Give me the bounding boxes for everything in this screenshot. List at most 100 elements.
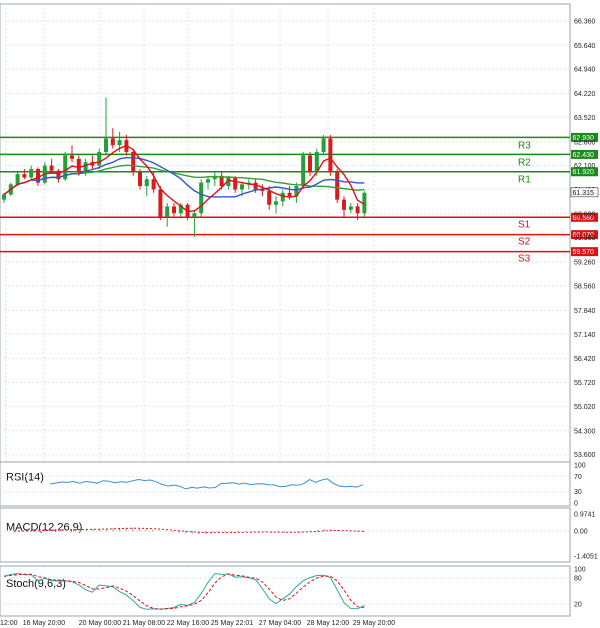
time-tick-label: 25 May 22:01 [211, 620, 254, 627]
price-tick-label: 60.680 [574, 211, 596, 218]
price-tick-label: 64.940 [574, 67, 596, 74]
candle-24 [165, 203, 170, 227]
candle-body [131, 152, 136, 173]
candle-body [172, 206, 176, 214]
candle-19 [131, 148, 136, 176]
candle-body [233, 177, 238, 190]
pane-tick-label: 0.9741 [574, 512, 596, 519]
pane-tick-label: 100 [574, 463, 586, 470]
price-tick-label: 55.020 [574, 404, 596, 411]
pane-tick-label: 80 [574, 575, 582, 582]
candle-body [83, 162, 88, 173]
candle-body [206, 179, 210, 183]
level-price-tag-bg [571, 247, 598, 257]
candle-body [287, 192, 292, 197]
candle-48 [328, 135, 333, 176]
level-price-tag-s1: 60.580 [571, 212, 598, 222]
candle-25 [172, 203, 176, 217]
ma-blue-line [3, 156, 365, 198]
level-price-tag-s3: 59.570 [571, 247, 598, 257]
current-price-tag: 61.315 [570, 187, 599, 198]
candle-body [151, 179, 156, 190]
pane-tick-label: 70 [574, 474, 582, 481]
current-price-tag-bg [570, 187, 599, 198]
candle-body [63, 155, 68, 180]
pane-frame [0, 461, 571, 507]
candle-body [104, 138, 108, 153]
candle-50 [342, 196, 346, 217]
pane-tick-label: 100 [574, 567, 586, 574]
candle-body [192, 213, 197, 217]
time-tick-label: 29 May 20:00 [353, 620, 396, 627]
level-name-r2: R2 [518, 157, 531, 168]
candle-body [90, 162, 95, 166]
level-name-r3: R3 [518, 140, 531, 151]
price-tick-label: 66.360 [574, 18, 596, 25]
candle-body [348, 206, 353, 210]
time-tick-label: 22 May 16:00 [167, 620, 210, 627]
level-name-s1: S1 [518, 219, 531, 230]
candle-8 [56, 169, 61, 183]
level-price-tag-text: 62.930 [573, 135, 595, 142]
candle-28 [192, 209, 197, 238]
price-axis: 66.360 65.640 64.940 64.220 63.520 62.800 62.1… [570, 18, 599, 459]
time-tick-label: 28 May 12:00 [307, 620, 350, 627]
level-price-tag-text: 61.920 [573, 169, 595, 176]
price-tick-label: 63.520 [574, 115, 596, 122]
time-tick-label: 16 May 20:00 [23, 620, 66, 627]
candle-body [301, 155, 306, 187]
candle-body [212, 175, 217, 180]
candle-23 [158, 186, 163, 221]
pane-title: RSI(14) [6, 471, 44, 483]
candle-0 [2, 192, 6, 204]
candle-body [117, 140, 122, 146]
candle-30 [206, 175, 210, 190]
candle-body [335, 172, 340, 200]
candle-body [226, 177, 231, 187]
candle-body [158, 189, 163, 217]
macd-pane: MACD(12,26,9) 0.9741 0.00 -1.4051 [0, 507, 598, 563]
level-price-tag-bg [571, 167, 598, 177]
candle-4 [29, 165, 34, 180]
candle-body [138, 172, 142, 187]
candle-body [355, 206, 360, 214]
candle-body [29, 169, 34, 178]
level-price-tag-bg [571, 230, 598, 240]
candle-43 [294, 182, 299, 204]
candle-body [110, 138, 115, 146]
stoch-signal-line [3, 573, 365, 610]
candle-body [342, 199, 346, 210]
candle-5 [36, 167, 40, 187]
pane-tick-label: 0.00 [574, 529, 588, 536]
candle-52 [355, 203, 360, 221]
candle-10 [70, 145, 74, 163]
level-price-tag-text: 62.430 [573, 152, 595, 159]
current-price-tag-text: 61.315 [573, 190, 595, 197]
candle-15 [104, 97, 108, 156]
level-price-tag-r1: 61.920 [571, 167, 598, 177]
candle-49 [335, 169, 340, 204]
price-tick-label: 62.100 [574, 163, 596, 170]
price-tick-label: 57.140 [574, 332, 596, 339]
candle-body [144, 179, 149, 187]
candle-3 [22, 169, 27, 180]
level-price-tag-text: 59.570 [573, 249, 595, 256]
level-price-tag-text: 60.070 [573, 232, 595, 239]
level-name-r1: R1 [518, 175, 531, 186]
candle-body [199, 182, 204, 214]
candle-41 [280, 189, 285, 207]
pane-tick-label: 30 [574, 489, 582, 496]
price-tick-label: 57.840 [574, 308, 596, 315]
candle-29 [199, 179, 204, 217]
candle-body [2, 194, 6, 200]
level-price-tag-bg [571, 149, 598, 159]
candle-body [362, 192, 367, 214]
candle-21 [144, 175, 149, 197]
candle-body [97, 152, 102, 166]
candle-45 [308, 152, 312, 176]
candle-11 [76, 155, 81, 176]
candle-51 [348, 203, 353, 214]
candle-47 [321, 135, 326, 156]
candle-14 [97, 148, 102, 170]
